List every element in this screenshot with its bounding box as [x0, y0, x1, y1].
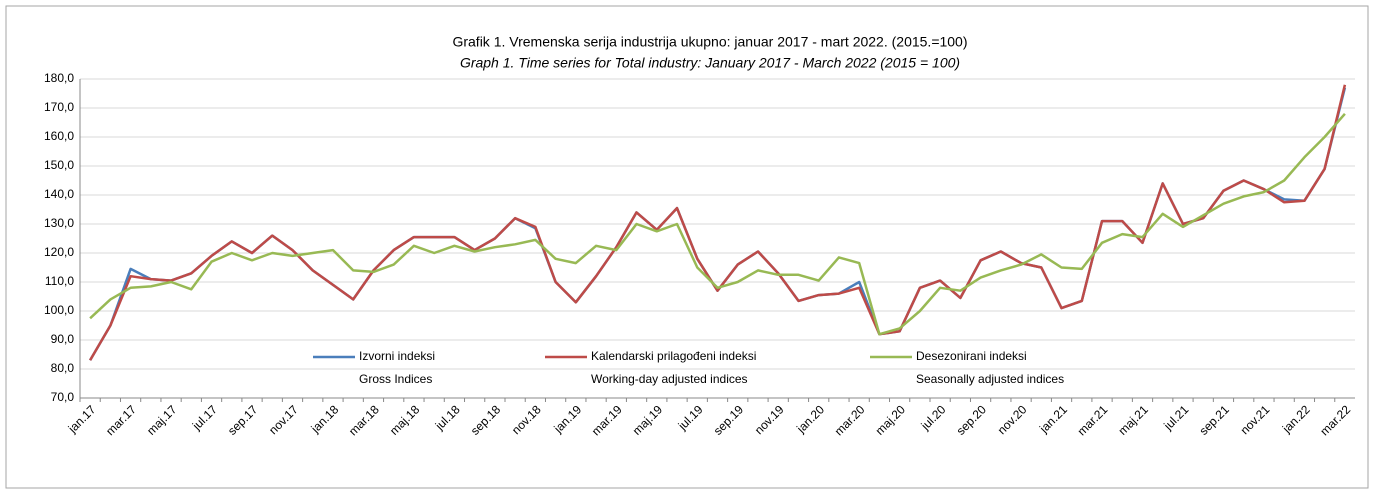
y-tick-label: 180,0 [44, 71, 74, 85]
legend-label: Desezonirani indeksi [916, 349, 1027, 363]
legend-label-en: Working-day adjusted indices [591, 372, 748, 386]
y-tick-label: 70,0 [51, 390, 75, 404]
chart-subtitle: Graph 1. Time series for Total industry:… [460, 55, 960, 71]
y-tick-label: 140,0 [44, 187, 74, 201]
legend-label: Kalendarski prilagođeni indeksi [591, 349, 756, 363]
legend-label-en: Gross Indices [359, 372, 432, 386]
y-tick-label: 120,0 [44, 245, 74, 259]
y-tick-label: 160,0 [44, 129, 74, 143]
legend-label: Izvorni indeksi [359, 349, 435, 363]
y-tick-label: 100,0 [44, 303, 74, 317]
y-tick-label: 90,0 [51, 332, 75, 346]
legend-label-en: Seasonally adjusted indices [916, 372, 1064, 386]
y-tick-label: 130,0 [44, 216, 74, 230]
chart-title: Grafik 1. Vremenska serija industrija uk… [452, 34, 967, 50]
y-tick-label: 80,0 [51, 361, 75, 375]
y-tick-label: 150,0 [44, 158, 74, 172]
y-tick-label: 170,0 [44, 100, 74, 114]
series-line [89, 112, 1346, 336]
y-tick-label: 110,0 [45, 274, 74, 288]
